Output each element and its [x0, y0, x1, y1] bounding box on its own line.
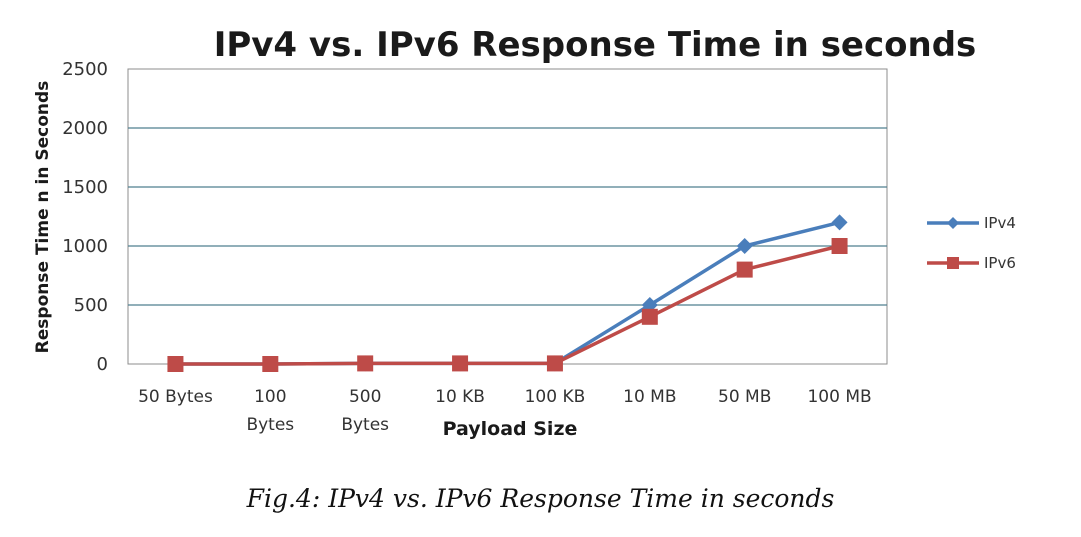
data-point-ipv6 — [641, 308, 658, 325]
data-point-ipv4 — [736, 238, 753, 254]
y-tick-label: 0 — [97, 354, 108, 375]
data-point-ipv6 — [831, 238, 848, 254]
data-point-ipv6 — [736, 261, 753, 278]
x-tick-label: 10 KB — [435, 387, 485, 407]
x-tick-label: 50 MB — [718, 387, 771, 407]
data-point-ipv6 — [546, 355, 563, 372]
y-axis-label: Response Time n in Seconds — [33, 81, 53, 354]
x-tick-label: 50 Bytes — [138, 387, 213, 407]
y-tick-label: 1000 — [62, 236, 108, 257]
y-tick-label: 1500 — [62, 177, 108, 198]
x-tick-label: Bytes — [246, 415, 294, 435]
data-point-ipv4 — [831, 214, 848, 231]
x-tick-label: 10 MB — [623, 387, 676, 407]
plot-area: 0 500 1000 1500 2000 2500 50 Bytes 100 Bytes 500 B… — [62, 59, 888, 435]
data-point-ipv6 — [167, 356, 184, 372]
legend: IPv4 IPv6 — [927, 214, 1016, 272]
legend-label-ipv4: IPv4 — [984, 214, 1016, 232]
legend-marker-ipv6 — [947, 257, 959, 269]
chart: IPv4 vs. IPv6 Response Time in seconds R… — [33, 25, 1016, 440]
chart-title: IPv4 vs. IPv6 Response Time in seconds — [214, 25, 977, 65]
x-tick-label: 100 — [254, 387, 286, 407]
legend-label-ipv6: IPv6 — [984, 254, 1016, 272]
data-point-ipv6 — [357, 355, 374, 372]
x-tick-label: 500 — [349, 387, 381, 407]
data-point-ipv6 — [452, 355, 469, 372]
x-tick-label: Bytes — [341, 415, 389, 435]
figure-caption: Fig.4: IPv4 vs. IPv6 Response Time in se… — [246, 484, 835, 513]
data-point-ipv6 — [262, 356, 279, 372]
y-tick-label: 500 — [74, 295, 108, 316]
plot-frame — [127, 68, 888, 365]
y-tick-label: 2000 — [62, 118, 108, 139]
legend-marker-ipv4 — [947, 217, 959, 229]
series-line-ipv6 — [175, 244, 840, 366]
x-tick-label: 100 MB — [807, 387, 871, 407]
y-tick-label: 2500 — [62, 59, 108, 80]
x-axis-label: Payload Size — [443, 418, 578, 440]
x-tick-label: 100 KB — [525, 387, 586, 407]
